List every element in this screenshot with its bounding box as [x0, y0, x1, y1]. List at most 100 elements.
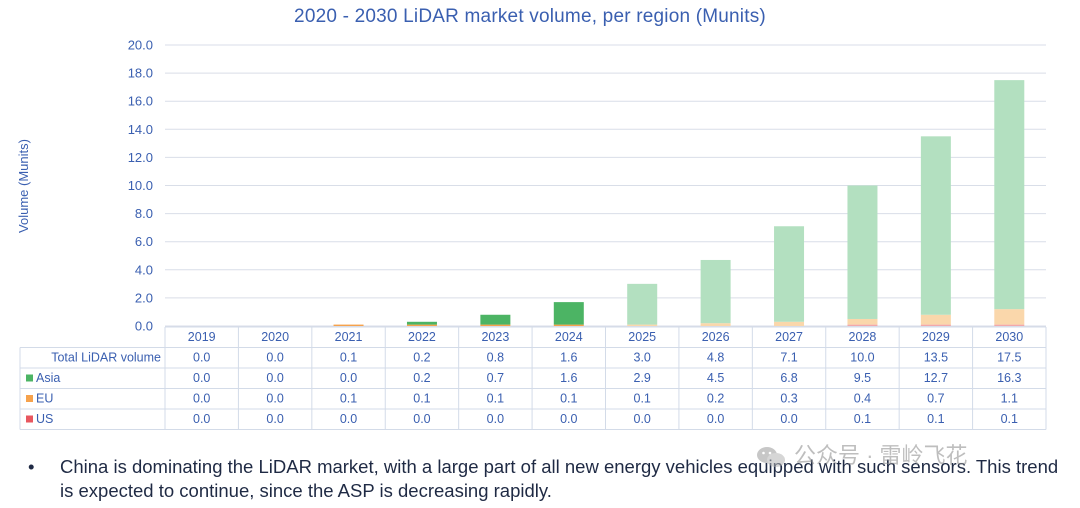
grid-layer: 0.0 2.0 4.0 6.0 8.0 10.0 12.0 14.0 16.0 18.0 20.0	[128, 38, 1046, 334]
data-label-asia: 4.5	[707, 371, 724, 385]
data-label-us: 0.0	[634, 412, 651, 426]
total-value: 0.8	[487, 351, 504, 365]
data-label-asia: 0.0	[266, 371, 283, 385]
data-label-us: 0.1	[854, 412, 871, 426]
data-label-us: 0.0	[487, 412, 504, 426]
data-label-us: 0.1	[927, 412, 944, 426]
bar-eu	[847, 318, 878, 325]
data-table: 2019 2020 2021 2022 2023 2024 2025 2026 2027 2028…	[19, 326, 1047, 430]
data-label-asia: 0.7	[487, 371, 504, 385]
data-label-eu: 0.1	[560, 392, 577, 406]
total-value: 1.6	[560, 351, 577, 365]
chart-svg: 0.02.04.06.08.010.012.014.016.018.020.0 …	[16, 38, 1047, 430]
data-label-us: 0.0	[707, 412, 724, 426]
data-label-asia: 0.0	[193, 371, 210, 385]
data-label-us: 0.0	[780, 412, 797, 426]
data-label-asia: 2.9	[634, 371, 651, 385]
x-tick-label: 2022	[408, 330, 436, 344]
y-tick-label: 14.0	[128, 122, 153, 137]
watermark: 公众号 · 雷岭飞花	[756, 438, 968, 470]
data-label-eu: 0.7	[927, 392, 944, 406]
data-label-us: 0.1	[1001, 412, 1018, 426]
bar-us	[847, 324, 878, 326]
x-tick-label: 2027	[775, 330, 803, 344]
data-label-eu: 1.1	[1001, 392, 1018, 406]
y-tick-label: 18.0	[128, 66, 153, 81]
x-tick-label: 2019	[188, 330, 216, 344]
total-value: 10.0	[850, 351, 874, 365]
bar-asia	[920, 136, 951, 315]
bar-asia	[627, 283, 658, 325]
bar-eu	[920, 314, 951, 325]
legend-swatch-us	[26, 415, 33, 423]
data-label-eu: 0.2	[707, 392, 724, 406]
bar-eu	[700, 323, 731, 326]
x-tick-label: 2030	[995, 330, 1023, 344]
x-tick-label: 2020	[261, 330, 289, 344]
total-value: 7.1	[780, 351, 797, 365]
bar-eu	[994, 309, 1025, 325]
watermark-text: 公众号 · 雷岭飞花	[794, 443, 968, 468]
total-row-label: Total LiDAR volume	[51, 351, 161, 365]
y-axis-label: Volume (Munits)	[16, 139, 31, 233]
legend-swatch-eu	[26, 395, 33, 402]
data-label-us: 0.0	[266, 412, 283, 426]
y-tick-label: 10.0	[128, 178, 153, 193]
x-tick-label: 2025	[628, 330, 656, 344]
legend-label-asia: Asia	[36, 371, 60, 385]
bar-eu	[333, 324, 364, 326]
data-label-asia: 0.0	[340, 371, 357, 385]
data-label-eu: 0.1	[340, 392, 357, 406]
total-value: 0.1	[340, 351, 357, 365]
total-value: 4.8	[707, 351, 724, 365]
x-tick-label: 2026	[702, 330, 730, 344]
legend-label-eu: EU	[36, 392, 53, 406]
total-value: 17.5	[997, 351, 1021, 365]
bar-asia	[774, 226, 805, 322]
legend-swatch-asia	[26, 374, 33, 382]
bar-us	[994, 324, 1025, 326]
chart-title: 2020 - 2030 LiDAR market volume, per reg…	[294, 6, 766, 27]
data-label-asia: 12.7	[924, 371, 948, 385]
bar-asia	[480, 314, 511, 325]
bar-asia	[700, 259, 731, 324]
bar-asia	[406, 321, 437, 325]
bar-asia	[847, 185, 878, 319]
legend-label-us: US	[36, 412, 53, 426]
x-tick-label: 2024	[555, 330, 583, 344]
data-label-eu: 0.3	[780, 392, 797, 406]
y-tick-label: 4.0	[135, 262, 153, 277]
wechat-icon	[757, 447, 785, 468]
total-value: 3.0	[634, 351, 651, 365]
data-label-us: 0.0	[413, 412, 430, 426]
data-label-asia: 1.6	[560, 371, 577, 385]
data-label-asia: 9.5	[854, 371, 871, 385]
x-tick-label: 2023	[481, 330, 509, 344]
y-tick-label: 20.0	[128, 38, 153, 53]
data-label-asia: 0.2	[413, 371, 430, 385]
bar-eu	[480, 324, 511, 326]
x-tick-label: 2029	[922, 330, 950, 344]
data-label-us: 0.0	[560, 412, 577, 426]
total-value: 13.5	[924, 351, 948, 365]
bar-asia	[994, 80, 1025, 310]
data-label-eu: 0.1	[487, 392, 504, 406]
total-value: 0.0	[266, 351, 283, 365]
bullet-text: China is dominating the LiDAR market, wi…	[60, 456, 1059, 501]
bar-eu	[406, 324, 437, 326]
data-label-eu: 0.1	[413, 392, 430, 406]
bar-eu	[627, 324, 658, 326]
bar-layer	[333, 80, 1025, 326]
data-label-eu: 0.0	[193, 392, 210, 406]
bullet-marker: •	[28, 456, 35, 477]
x-tick-label: 2028	[849, 330, 877, 344]
data-label-eu: 0.1	[634, 392, 651, 406]
x-tick-label: 2021	[335, 330, 363, 344]
y-tick-label: 0.0	[135, 319, 153, 334]
data-label-us: 0.0	[340, 412, 357, 426]
bar-us	[920, 324, 951, 326]
bullet-point: • China is dominating the LiDAR market, …	[28, 455, 1073, 503]
y-tick-label: 12.0	[128, 150, 153, 165]
data-label-us: 0.0	[193, 412, 210, 426]
y-tick-label: 6.0	[135, 234, 153, 249]
